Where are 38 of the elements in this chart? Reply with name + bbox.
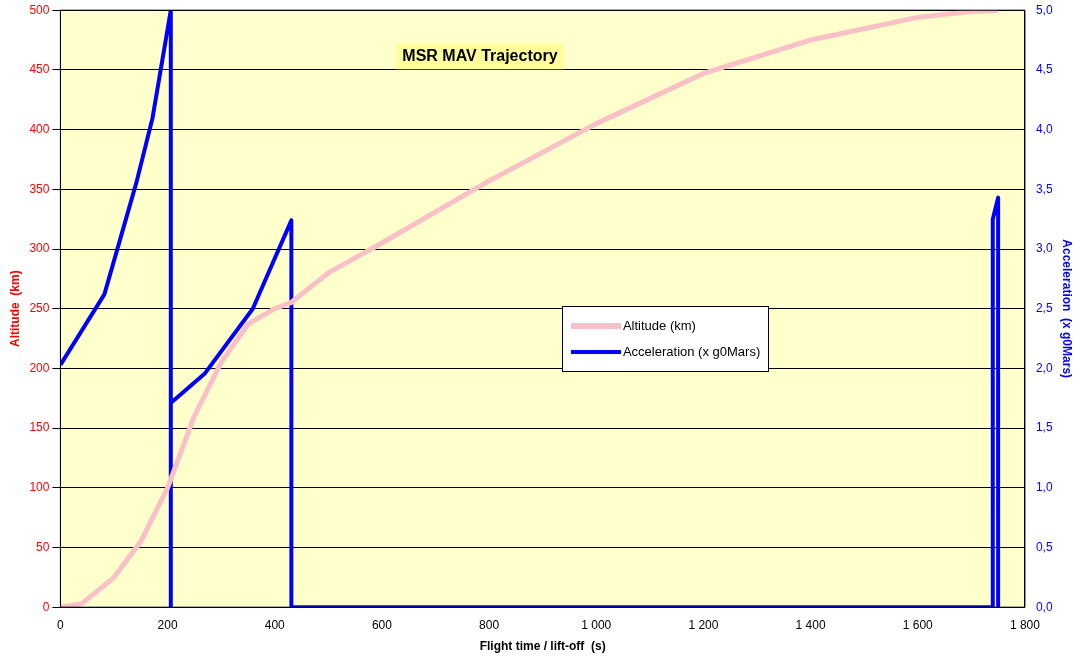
x-tick-label: 800 bbox=[479, 617, 500, 632]
y-tick-label: 0 bbox=[42, 599, 50, 614]
text: MSR MAV Trajectory bbox=[402, 46, 558, 64]
y-tick-label: 50 bbox=[36, 539, 50, 554]
y2-tick-label: 3,0 bbox=[1035, 241, 1053, 256]
x-tick-label: 1 200 bbox=[688, 617, 719, 632]
y-tick-label: 350 bbox=[29, 181, 50, 196]
y2-tick-label: 4,5 bbox=[1035, 62, 1053, 77]
y2-axis-title: Acceleration (x g0Mars) bbox=[1060, 239, 1075, 379]
legend-label: Altitude (km) bbox=[621, 317, 697, 336]
x-tick-label: 200 bbox=[157, 617, 178, 632]
y2-tick-label: 2,5 bbox=[1035, 301, 1053, 316]
x-axis-title: Flight time / lift-off (s) bbox=[479, 639, 606, 654]
y2-tick-label: 0,5 bbox=[1035, 539, 1053, 554]
y-tick-label: 150 bbox=[29, 420, 50, 435]
y2-tick-label: 0,0 bbox=[1035, 599, 1053, 614]
y-axis-title: Altitude (km) bbox=[7, 270, 22, 348]
y2-tick-label: 2,0 bbox=[1035, 360, 1053, 375]
x-tick-label: 1 800 bbox=[1009, 617, 1041, 632]
y2-tick-label: 5,0 bbox=[1035, 2, 1053, 17]
y2-tick-label: 1,0 bbox=[1035, 480, 1053, 495]
y-tick-label: 100 bbox=[29, 480, 50, 495]
x-tick-label: 600 bbox=[371, 617, 393, 632]
y-tick-label: 400 bbox=[29, 121, 50, 136]
y-tick-label: 300 bbox=[29, 241, 50, 256]
y-tick-label: 450 bbox=[29, 62, 50, 77]
x-tick-label: 400 bbox=[264, 617, 286, 632]
y-tick-label: 250 bbox=[29, 301, 50, 316]
legend-label: Acceleration (x g0Mars) bbox=[621, 343, 761, 362]
y2-tick-label: 4,0 bbox=[1035, 121, 1053, 136]
x-tick-label: 1 400 bbox=[795, 617, 826, 632]
x-tick-label: 0 bbox=[57, 617, 65, 632]
y-tick-label: 200 bbox=[29, 360, 50, 375]
x-tick-label: 1 600 bbox=[902, 617, 934, 632]
y2-tick-label: 1,5 bbox=[1035, 420, 1053, 435]
x-tick-label: 1 000 bbox=[581, 617, 612, 632]
y-tick-label: 500 bbox=[29, 2, 50, 17]
y2-tick-label: 3,5 bbox=[1035, 181, 1053, 196]
